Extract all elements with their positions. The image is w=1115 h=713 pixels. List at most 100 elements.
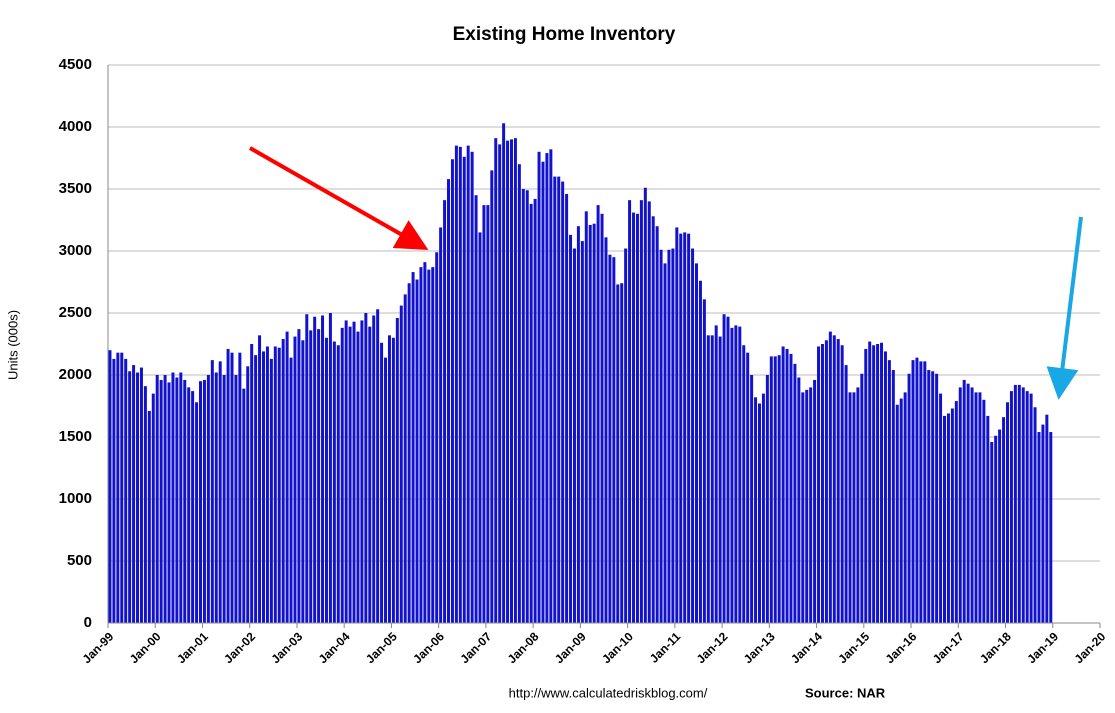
bar	[116, 352, 120, 623]
bar	[584, 211, 588, 623]
bar	[352, 321, 356, 623]
bar	[478, 232, 482, 623]
bar	[620, 283, 624, 623]
bar	[136, 372, 140, 623]
bar	[269, 358, 273, 623]
bar	[525, 190, 529, 624]
bar	[962, 379, 966, 623]
x-tick-label: Jan-20	[1072, 629, 1109, 666]
bar	[273, 346, 277, 623]
bar	[167, 382, 171, 623]
bar	[765, 375, 769, 623]
bar	[435, 252, 439, 624]
bar	[911, 360, 915, 623]
bar	[242, 388, 246, 623]
y-tick-label: 2000	[59, 366, 92, 383]
chart-title: Existing Home Inventory	[453, 24, 676, 45]
y-tick-label: 4500	[59, 56, 92, 73]
bar	[919, 361, 923, 623]
bar	[639, 200, 643, 623]
bar	[261, 351, 265, 623]
bar	[285, 331, 289, 623]
bar	[1049, 432, 1053, 623]
bar	[403, 294, 407, 623]
bar	[368, 326, 372, 623]
bar	[718, 336, 722, 623]
bar	[1009, 391, 1013, 623]
bar	[974, 392, 978, 623]
bar	[202, 379, 206, 623]
bar	[1002, 417, 1006, 623]
bar	[824, 340, 828, 623]
bar	[513, 138, 517, 623]
bar	[604, 237, 608, 624]
bar	[281, 339, 285, 623]
bar	[238, 352, 242, 623]
bar	[632, 212, 636, 623]
bar	[943, 415, 947, 623]
bar	[805, 389, 809, 623]
bar	[698, 280, 702, 623]
bar	[258, 335, 262, 623]
bar	[643, 187, 647, 623]
bar	[218, 361, 222, 623]
bar	[576, 226, 580, 623]
x-tick-label: Jan-12	[694, 629, 731, 666]
bar	[572, 248, 576, 623]
x-tick-label: Jan-03	[269, 629, 306, 666]
bar	[761, 393, 765, 623]
bar	[1005, 402, 1009, 623]
x-tick-label: Jan-16	[883, 629, 920, 666]
bar	[277, 347, 281, 623]
x-tick-label: Jan-00	[127, 629, 164, 666]
x-tick-label: Jan-14	[788, 629, 825, 666]
bar	[923, 361, 927, 623]
bar	[458, 146, 462, 623]
bar	[462, 156, 466, 623]
bar	[486, 205, 490, 623]
bar	[250, 344, 254, 623]
bar	[439, 227, 443, 623]
bar	[498, 144, 502, 624]
bar	[509, 139, 513, 623]
bar	[817, 346, 821, 623]
bar	[868, 341, 872, 623]
bar	[466, 145, 470, 623]
bar	[1013, 384, 1017, 623]
bar	[112, 358, 116, 623]
bar	[151, 393, 155, 623]
x-tick-label: Jan-17	[930, 629, 967, 666]
bar	[549, 149, 553, 623]
bar	[820, 344, 824, 623]
bar	[545, 153, 549, 624]
bar	[714, 325, 718, 623]
bar	[966, 383, 970, 623]
bar	[777, 355, 781, 623]
bar	[364, 313, 368, 623]
bar	[1021, 387, 1025, 623]
y-tick-label: 3000	[59, 242, 92, 259]
bar	[195, 402, 199, 623]
bar	[935, 373, 939, 623]
bar	[978, 392, 982, 623]
bar	[537, 151, 541, 624]
bar	[986, 415, 990, 623]
bar	[132, 365, 136, 623]
bar	[147, 410, 151, 623]
bar	[876, 344, 880, 623]
bar	[179, 372, 183, 623]
bar	[553, 176, 557, 623]
bar	[706, 335, 710, 623]
bar	[226, 348, 230, 623]
bar	[120, 352, 124, 623]
y-tick-label: 0	[84, 614, 92, 631]
bar	[447, 179, 451, 623]
bar	[301, 340, 305, 623]
bar	[958, 387, 962, 623]
bar	[781, 346, 785, 623]
bar	[580, 241, 584, 623]
bar	[372, 315, 376, 623]
y-tick-label: 3500	[59, 180, 92, 197]
bar	[880, 342, 884, 623]
x-tick-label: Jan-08	[505, 629, 542, 666]
